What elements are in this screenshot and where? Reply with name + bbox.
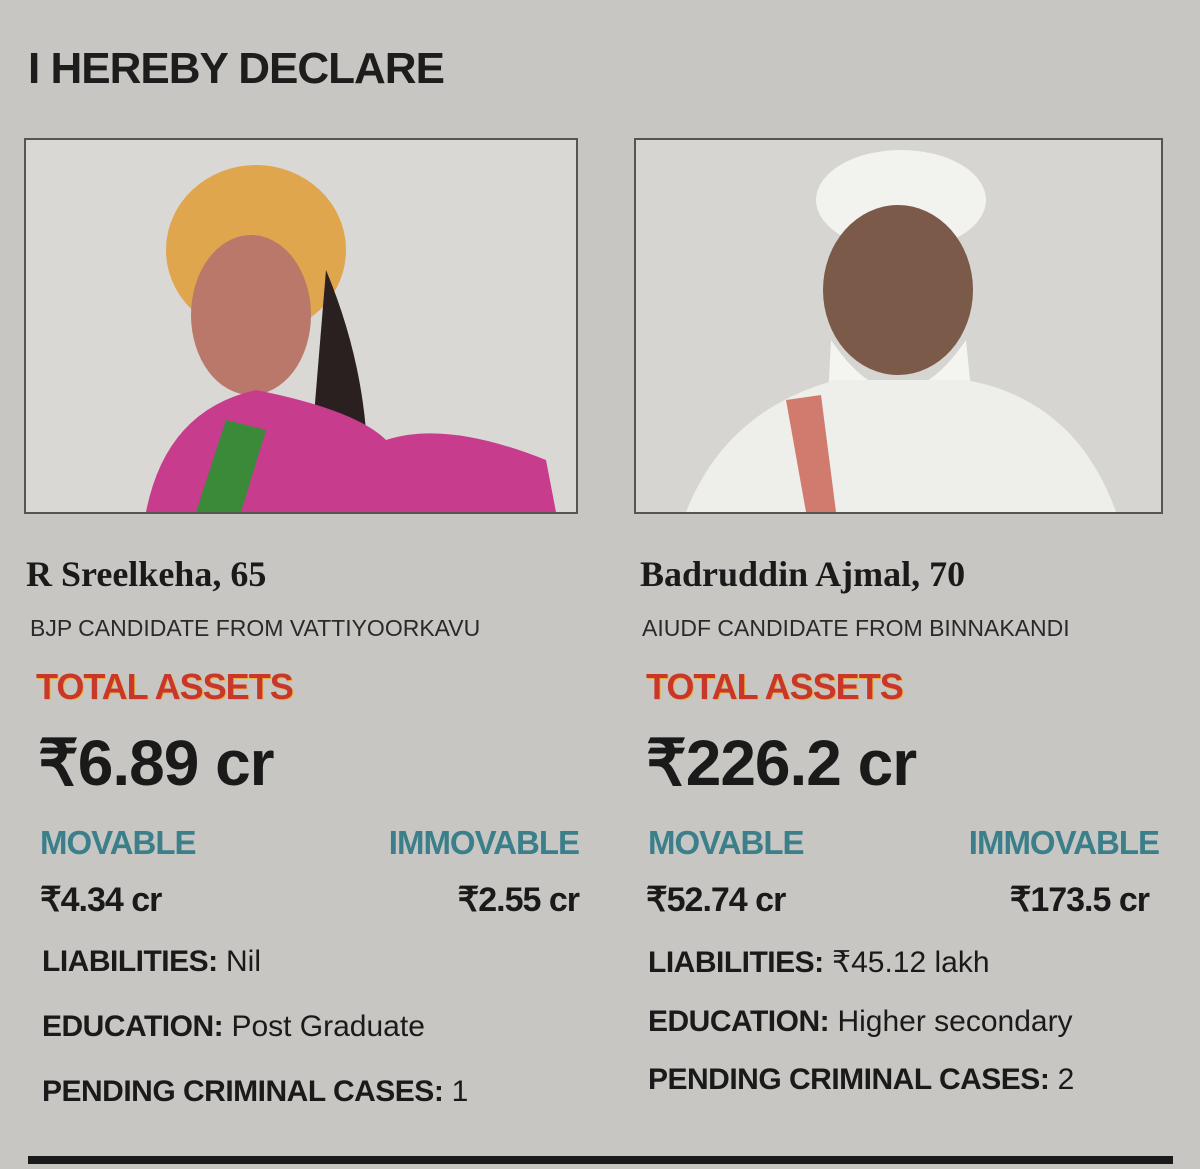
bottom-rule	[28, 1156, 1173, 1164]
total-assets-label: TOTAL ASSETS	[36, 666, 294, 707]
candidate-photo	[24, 138, 578, 514]
total-assets: ₹226.2 cr	[646, 727, 917, 799]
cases-row: PENDING CRIMINAL CASES: 1	[42, 1075, 468, 1109]
total-assets-label: TOTAL ASSETS	[646, 666, 904, 707]
movable-value: ₹4.34 cr	[40, 881, 162, 919]
candidate-name: Badruddin Ajmal, 70	[640, 554, 966, 594]
immovable-label: IMMOVABLE	[388, 824, 580, 861]
immovable-value: ₹2.55 cr	[457, 881, 580, 919]
candidate-subtitle: BJP CANDIDATE FROM VATTIYOORKAVU	[30, 615, 481, 641]
cases-label: PENDING CRIMINAL CASES:	[648, 1063, 1050, 1096]
liabilities-value: Nil	[226, 945, 261, 978]
page-title: I HEREBY DECLARE	[28, 44, 445, 93]
education-row: EDUCATION: Higher secondary	[648, 1005, 1073, 1039]
candidate-column: Badruddin Ajmal, 70 AIUDF CANDIDATE FROM…	[634, 0, 1189, 1169]
education-row: EDUCATION: Post Graduate	[42, 1010, 425, 1044]
candidate-subtitle: AIUDF CANDIDATE FROM BINNAKANDI	[642, 615, 1070, 641]
education-label: EDUCATION:	[42, 1010, 224, 1043]
candidate-name: R Sreelkeha, 65	[26, 554, 267, 594]
cases-value: 1	[451, 1075, 469, 1108]
liabilities-label: LIABILITIES:	[648, 946, 824, 979]
candidate-column: R Sreelkeha, 65 BJP CANDIDATE FROM VATTI…	[24, 0, 580, 1169]
total-assets: ₹6.89 cr	[38, 727, 275, 799]
liabilities-value: ₹45.12 lakh	[832, 946, 990, 979]
education-label: EDUCATION:	[648, 1005, 830, 1038]
cases-value: 2	[1057, 1063, 1075, 1096]
liabilities-row: LIABILITIES: ₹45.12 lakh	[648, 945, 990, 980]
immovable-value: ₹173.5 cr	[1009, 881, 1150, 919]
immovable-label: IMMOVABLE	[968, 824, 1160, 861]
candidate-photo	[634, 138, 1163, 514]
liabilities-label: LIABILITIES:	[42, 945, 218, 978]
education-value: Higher secondary	[837, 1005, 1073, 1038]
movable-value: ₹52.74 cr	[646, 881, 786, 919]
education-value: Post Graduate	[231, 1010, 425, 1043]
cases-label: PENDING CRIMINAL CASES:	[42, 1075, 444, 1108]
cases-row: PENDING CRIMINAL CASES: 2	[648, 1063, 1074, 1097]
movable-label: MOVABLE	[648, 824, 805, 861]
liabilities-row: LIABILITIES: Nil	[42, 945, 261, 979]
movable-label: MOVABLE	[40, 824, 197, 861]
